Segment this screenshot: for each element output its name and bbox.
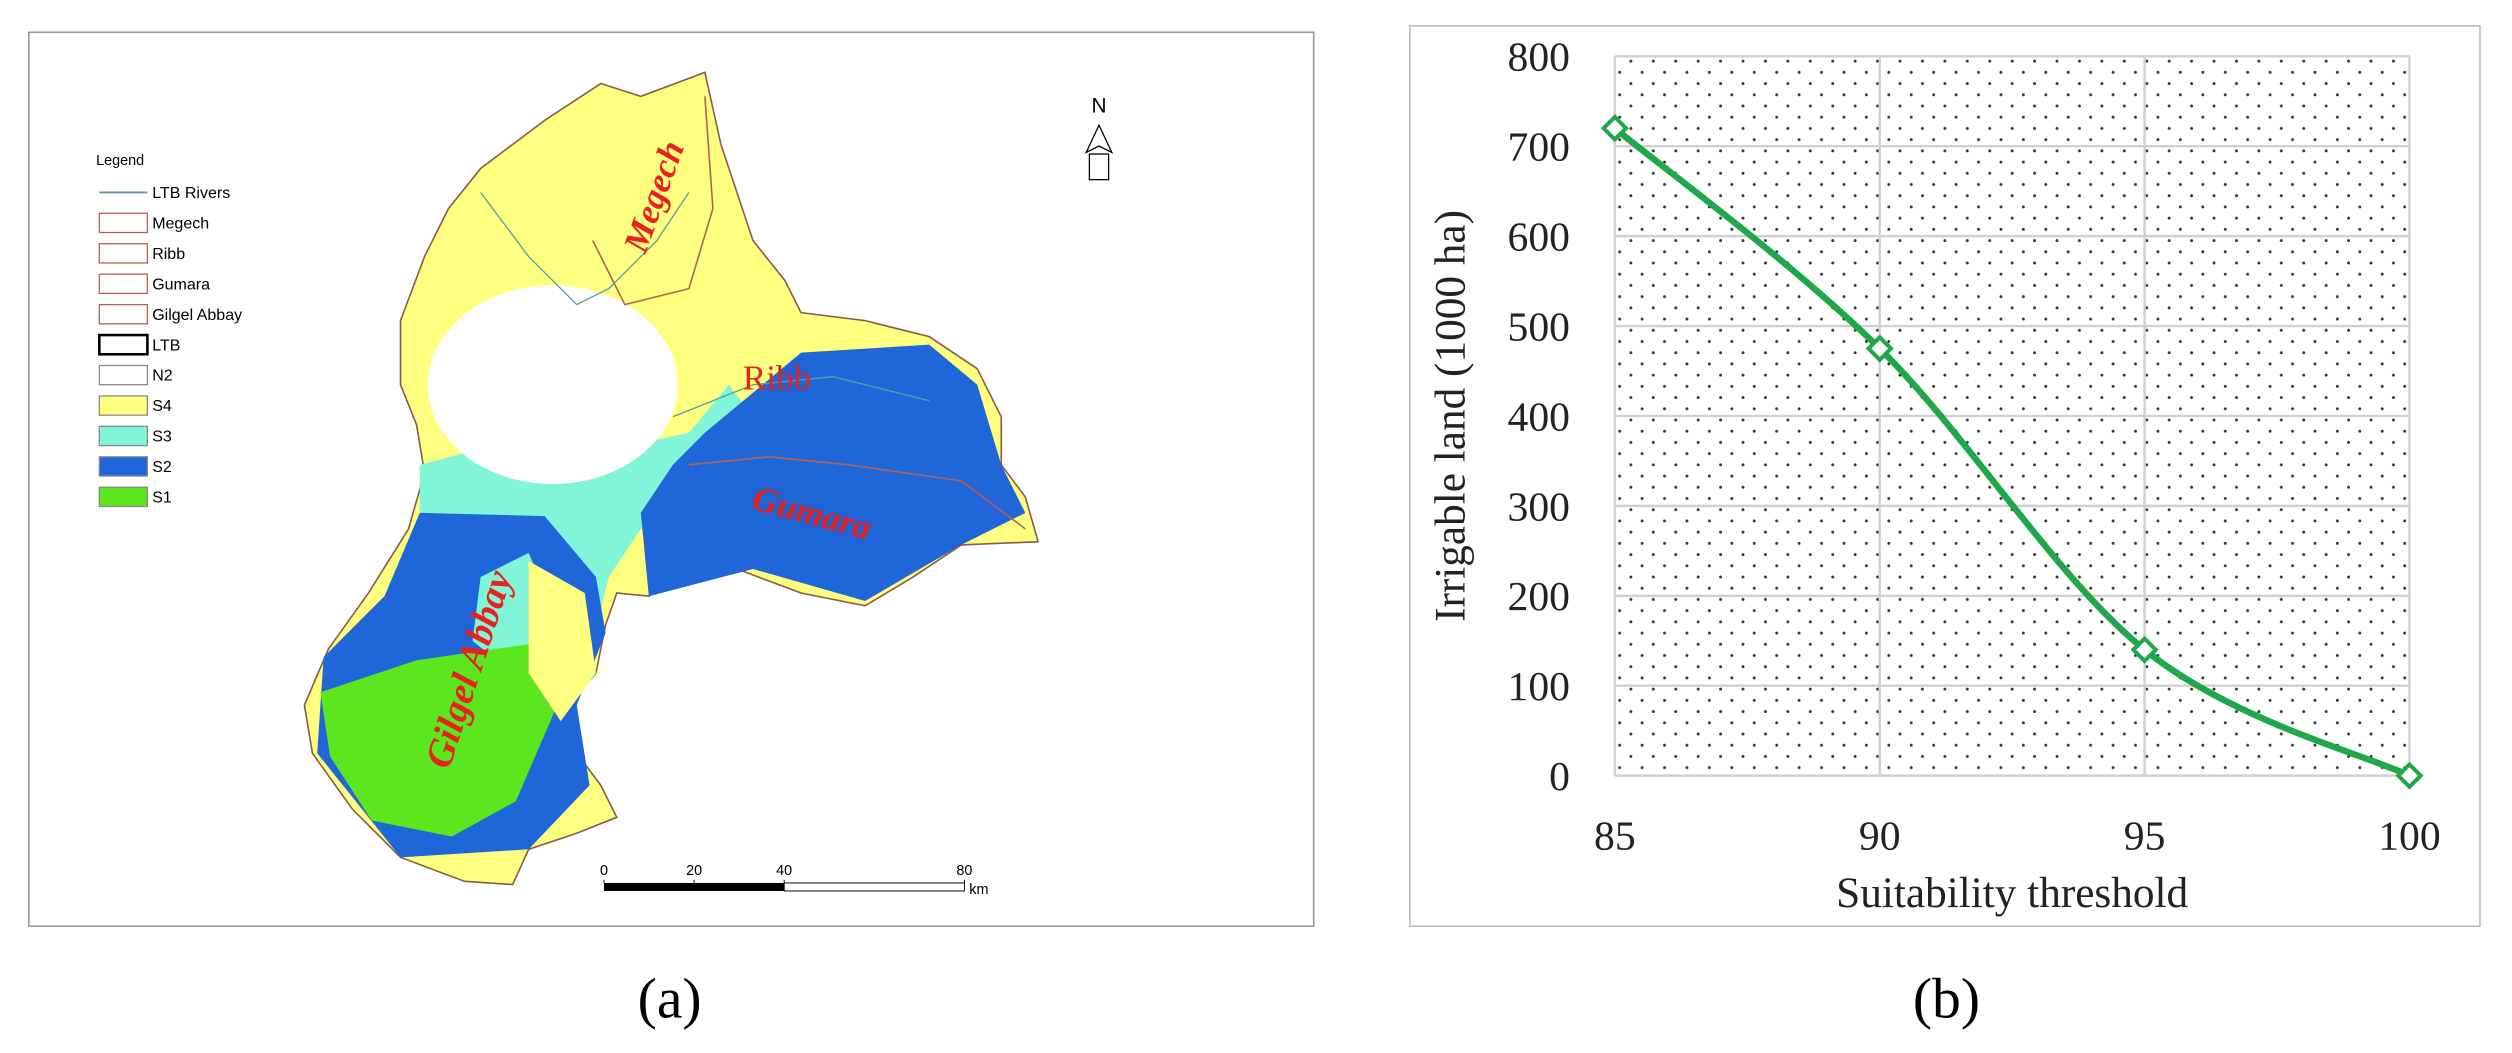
y-tick-label: 500	[1508, 304, 1570, 350]
legend-label: Gumara	[152, 275, 210, 293]
legend-title: Legend	[96, 153, 144, 169]
legend-label: S2	[152, 458, 172, 476]
legend-label: S3	[152, 428, 172, 446]
y-tick-label: 700	[1508, 125, 1570, 171]
s1-zone	[320, 644, 556, 837]
river	[672, 376, 930, 418]
map	[303, 71, 1040, 886]
legend-swatch	[98, 425, 149, 447]
y-tick-label: 0	[1549, 754, 1570, 800]
scale-bar: 0 20 40 80 km	[600, 863, 988, 898]
scale-unit: km	[969, 882, 988, 898]
north-symbol	[1084, 123, 1114, 154]
legend-swatch	[98, 243, 149, 264]
legend-swatch	[98, 303, 149, 325]
legend-swatch	[98, 212, 149, 234]
marker	[2395, 761, 2424, 790]
x-tick-label: 85	[1594, 813, 1636, 859]
lake	[427, 285, 678, 485]
legend-swatch	[98, 395, 149, 416]
scale-tick-label: 40	[776, 863, 792, 879]
y-tick-label: 300	[1508, 484, 1570, 530]
scale-segment	[783, 882, 965, 892]
line	[1612, 125, 2411, 779]
x-tick-label: 90	[1859, 813, 1901, 859]
y-tick-label: 200	[1508, 574, 1570, 620]
scale-tick-label: 80	[956, 863, 972, 879]
legend-swatch	[98, 273, 149, 295]
north-label: N	[1091, 94, 1106, 117]
scale-tick-label: 20	[686, 863, 702, 879]
y-tick-label: 400	[1508, 394, 1570, 440]
legend-label: N2	[152, 367, 173, 385]
scale-tick-label: 0	[600, 863, 608, 879]
s4-zone	[528, 560, 596, 722]
legend-label: Ribb	[152, 245, 185, 263]
s2-zone	[640, 344, 1026, 601]
legend-label: S4	[152, 397, 172, 415]
legend-swatch	[98, 364, 149, 386]
x-tick-label: 95	[2124, 813, 2166, 859]
north-symbol	[1088, 153, 1110, 181]
panel-caption: (b)	[1913, 968, 1980, 1031]
subbasin-boundary	[688, 456, 1026, 530]
x-axis-title: Suitability threshold	[1836, 869, 2188, 917]
legend-swatch	[98, 456, 149, 477]
legend-swatch	[98, 486, 149, 508]
legend-label: Megech	[152, 215, 209, 233]
y-tick-label: 800	[1508, 35, 1570, 81]
basin-label: Ribb	[743, 359, 812, 398]
y-tick-label: 100	[1508, 664, 1570, 710]
legend: Legend LTB Rivers Megech Ribb Gumara Gilgel A…	[96, 153, 242, 508]
x-tick-label: 100	[2378, 813, 2440, 859]
legend-label: S1	[152, 488, 172, 506]
legend-label: Gilgel Abbay	[152, 306, 242, 324]
legend-label: LTB Rivers	[152, 184, 230, 202]
marker	[1600, 114, 1629, 143]
marker	[2130, 635, 2159, 664]
scale-segment	[603, 882, 785, 891]
marker	[1865, 334, 1894, 363]
legend-swatch	[98, 333, 149, 356]
panel-caption: (a)	[638, 968, 702, 1031]
north-arrow: N	[1084, 94, 1114, 181]
legend-label: LTB	[152, 336, 180, 354]
chart: 0 100 200 300 400 500 600 700 800 85 90 95 100 Suitab…	[1426, 35, 2440, 917]
river	[480, 192, 690, 306]
y-axis-title: Irrigable land (1000 ha)	[1426, 210, 1474, 622]
y-tick-label: 600	[1508, 215, 1570, 261]
